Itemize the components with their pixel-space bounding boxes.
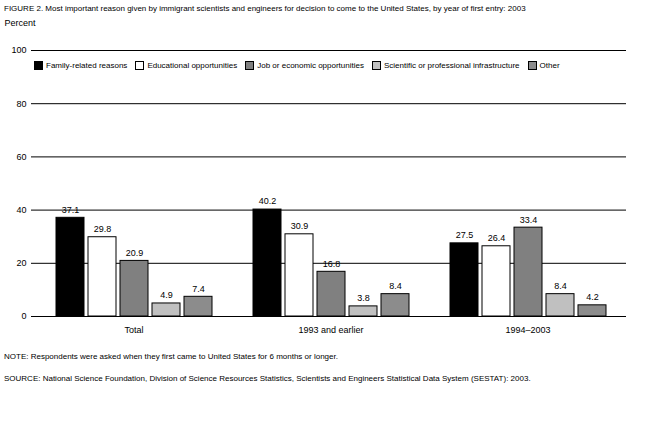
html-text:NOTE: Respondents were asked w: NOTE: Respondents were asked when they f…	[4, 352, 338, 361]
svg-text:Total: Total	[124, 325, 143, 335]
svg-text:30.9: 30.9	[291, 221, 309, 231]
svg-text:4.9: 4.9	[160, 290, 173, 300]
svg-text:20: 20	[16, 258, 26, 268]
html-text:Family-related reasons: Family-related reasons	[46, 61, 128, 70]
svg-text:1993 and earlier: 1993 and earlier	[298, 325, 363, 335]
svg-text:7.4: 7.4	[192, 284, 205, 294]
svg-text:26.4: 26.4	[488, 233, 506, 243]
svg-text:1994–2003: 1994–2003	[505, 325, 550, 335]
svg-text:Percent: Percent	[5, 18, 37, 28]
svg-text:40: 40	[16, 205, 26, 215]
svg-text:8.4: 8.4	[389, 281, 402, 291]
html-text:Other: Other	[539, 61, 560, 70]
svg-text:8.4: 8.4	[554, 281, 567, 291]
svg-text:60: 60	[16, 152, 26, 162]
svg-text:0: 0	[21, 311, 26, 321]
svg-text:80: 80	[16, 99, 26, 109]
html-text:Educational opportunities: Educational opportunities	[147, 61, 238, 70]
svg-text:16.8: 16.8	[323, 259, 341, 269]
svg-text:33.4: 33.4	[520, 215, 538, 225]
html-text:SOURCE: National Science Found: SOURCE: National Science Foundation, Div…	[4, 374, 531, 383]
svg-text:37.1: 37.1	[62, 205, 80, 215]
html-text:FIGURE 2. Most important reaso: FIGURE 2. Most important reason given by…	[4, 4, 526, 13]
svg-text:20.9: 20.9	[126, 248, 144, 258]
html-text:Job or economic opportunities: Job or economic opportunities	[257, 61, 364, 70]
svg-text:29.8: 29.8	[94, 224, 112, 234]
svg-text:100: 100	[11, 45, 26, 55]
svg-text:27.5: 27.5	[456, 230, 474, 240]
html-text:Scientific or professional inf: Scientific or professional infrastructur…	[384, 61, 520, 70]
svg-text:3.8: 3.8	[357, 293, 370, 303]
svg-text:40.2: 40.2	[259, 196, 277, 206]
svg-text:4.2: 4.2	[586, 292, 599, 302]
